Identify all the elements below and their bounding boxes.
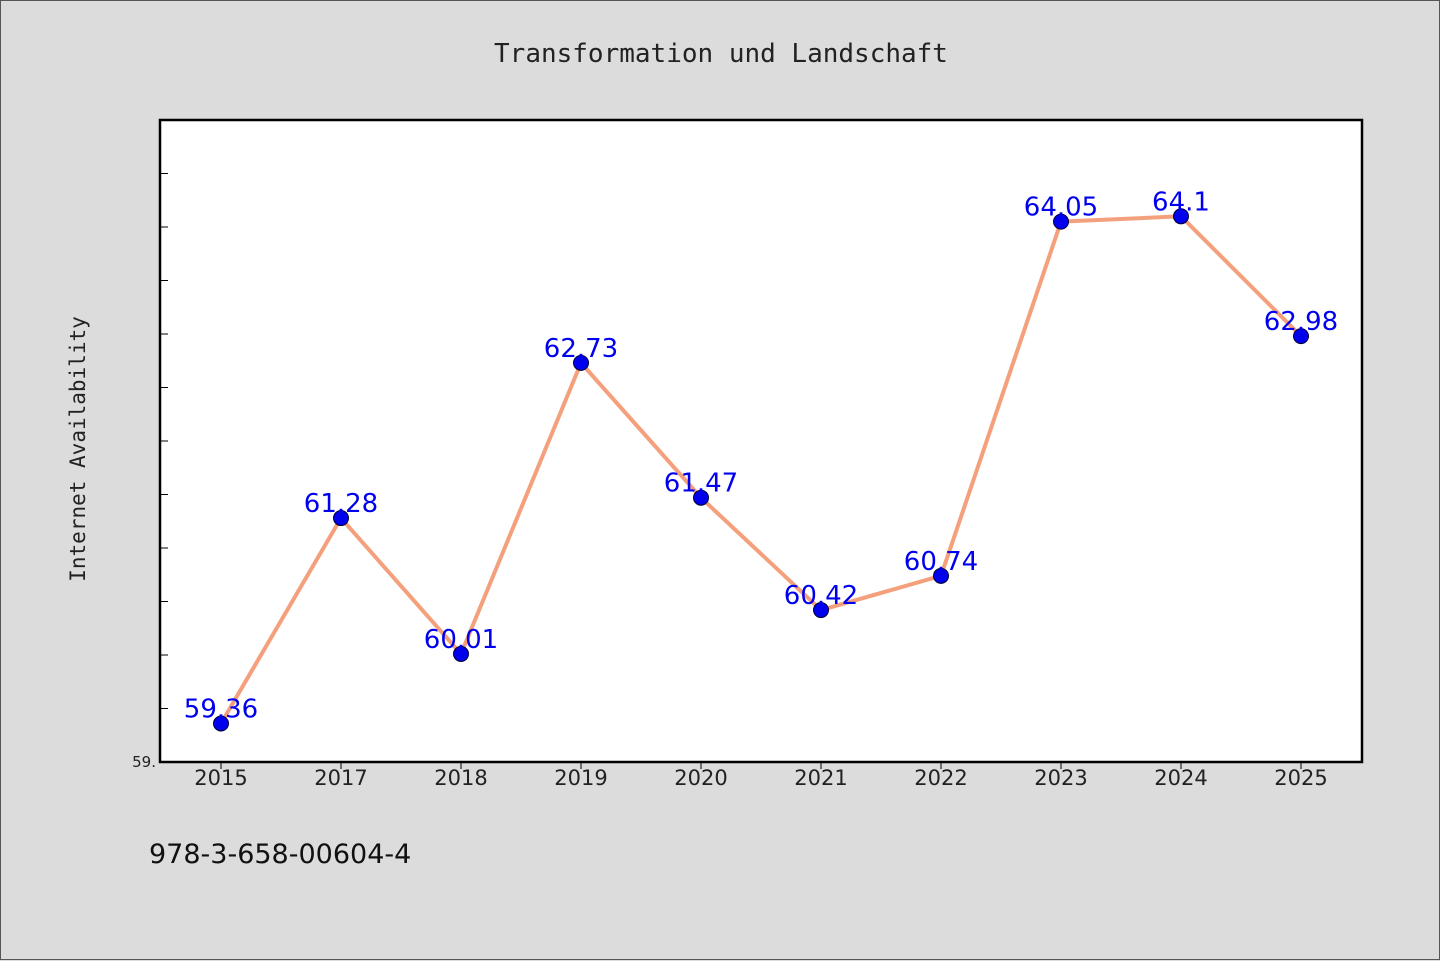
- series-line: [219, 214, 1303, 725]
- data-point-2020: [693, 489, 709, 506]
- data-point-2023: [1053, 213, 1069, 230]
- x-tick-label: 2024: [1154, 766, 1207, 790]
- data-labels: 59.36 61.28 60.01 62.73 61.47 60.42 60.74 64.05…: [184, 187, 1338, 724]
- chart-title: Transformation und Landschaft: [494, 39, 948, 69]
- x-axis-ticks: 2015 2017 2018 2019 2020 2021 2022 2023 2024 2025: [194, 762, 1328, 790]
- data-label-2022: 60.74: [904, 547, 978, 577]
- data-point-2025: [1293, 328, 1309, 345]
- series-line-group: [219, 214, 1303, 725]
- data-point-2017: [333, 510, 349, 527]
- data-label-2015: 59.36: [184, 694, 258, 724]
- data-label-2024: 64.1: [1152, 187, 1210, 217]
- isbn-caption: 978-3-658-00604-4: [149, 839, 411, 870]
- data-point-2024: [1173, 208, 1189, 225]
- data-label-2020: 61.47: [664, 469, 738, 499]
- data-point-2019: [573, 354, 589, 371]
- x-tick-label: 2021: [794, 766, 847, 790]
- data-point-2021: [813, 602, 829, 619]
- data-label-2017: 61.28: [304, 489, 378, 519]
- data-label-2019: 62.73: [544, 334, 618, 364]
- data-point-2022: [933, 567, 949, 584]
- x-tick-label: 2022: [914, 766, 967, 790]
- data-markers: [213, 208, 1309, 732]
- x-tick-label: 2018: [434, 766, 487, 790]
- x-tick-label: 2023: [1034, 766, 1087, 790]
- data-label-2025: 62.98: [1264, 307, 1338, 337]
- x-tick-label: 2020: [674, 766, 727, 790]
- x-tick-label: 2015: [194, 766, 247, 790]
- y-axis-ticks: [160, 119, 168, 763]
- x-tick-label: 2017: [314, 766, 367, 790]
- y-tick-label: 59.: [132, 753, 156, 771]
- y-axis-label: Internet Availability: [66, 316, 90, 582]
- data-point-2018: [453, 645, 469, 662]
- data-point-2015: [213, 715, 229, 732]
- x-tick-label: 2019: [554, 766, 607, 790]
- data-label-2021: 60.42: [784, 581, 858, 611]
- x-tick-label: 2025: [1274, 766, 1327, 790]
- data-label-2018: 60.01: [424, 625, 498, 655]
- plot-area: [158, 118, 1364, 764]
- data-label-2023: 64.05: [1024, 193, 1098, 223]
